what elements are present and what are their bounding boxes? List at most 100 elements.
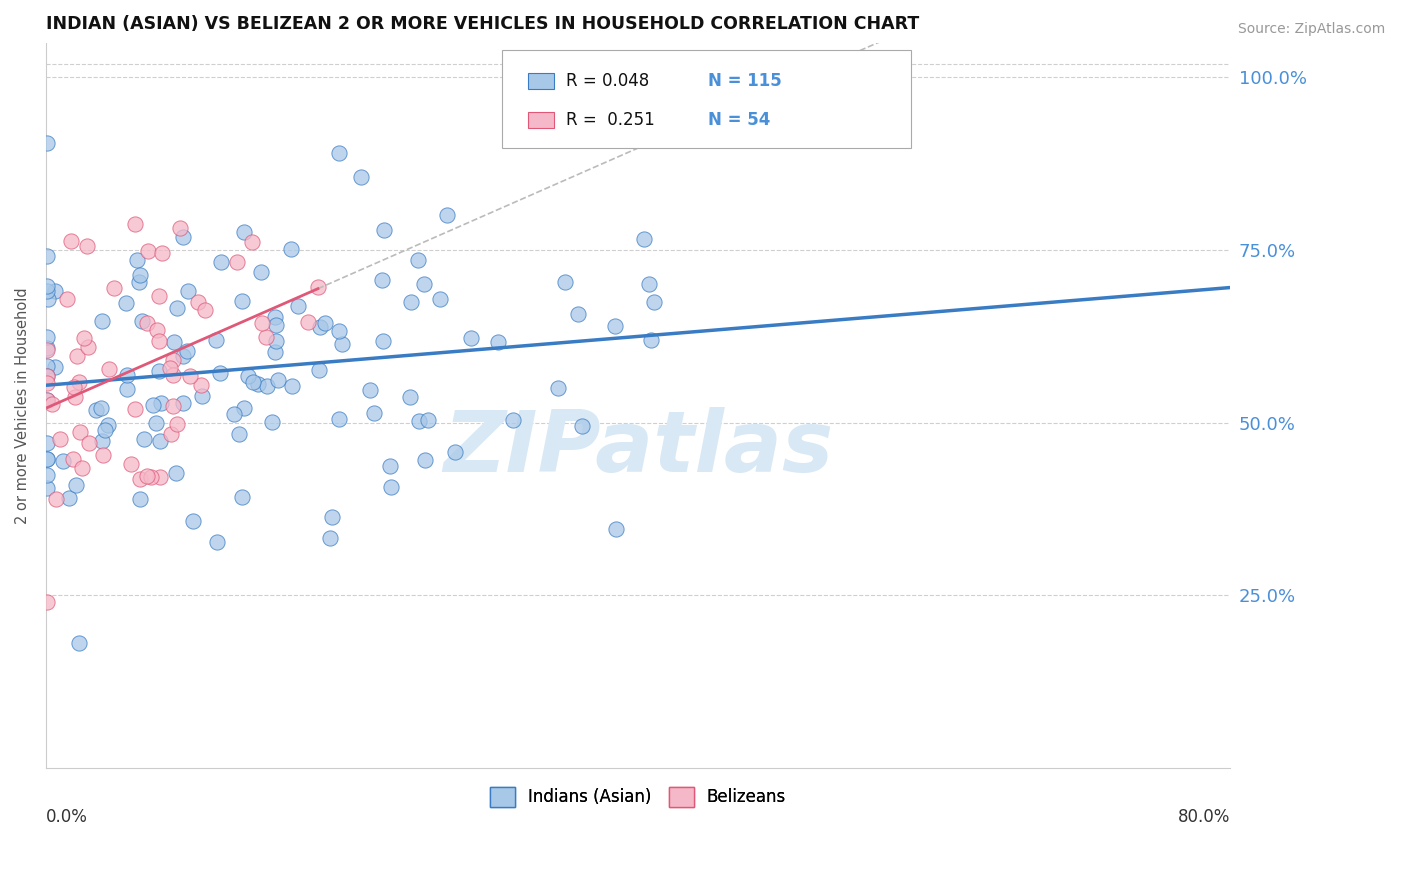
Point	[37, 343, 59, 358]
Point	[418, 413, 440, 427]
Point	[129, 472, 152, 486]
Point	[359, 383, 381, 397]
Text: Source: ZipAtlas.com: Source: ZipAtlas.com	[1237, 22, 1385, 37]
Point	[399, 294, 422, 309]
Point	[398, 391, 420, 405]
Point	[371, 334, 394, 348]
Point	[231, 490, 253, 504]
Point	[37, 369, 59, 384]
Point	[160, 426, 183, 441]
Point	[67, 636, 90, 650]
Point	[51, 454, 73, 468]
Point	[41, 397, 63, 411]
Point	[63, 391, 86, 405]
Point	[603, 319, 626, 334]
Point	[571, 418, 593, 433]
Point	[166, 301, 188, 315]
Point	[262, 416, 284, 430]
Point	[287, 299, 309, 313]
Point	[90, 434, 112, 449]
Point	[228, 426, 250, 441]
Point	[233, 225, 256, 239]
Point	[605, 522, 627, 536]
Point	[117, 382, 139, 396]
Point	[247, 377, 270, 392]
Point	[37, 293, 59, 307]
Point	[115, 368, 138, 383]
Point	[280, 243, 302, 257]
Point	[148, 289, 170, 303]
Point	[56, 293, 79, 307]
Point	[264, 318, 287, 332]
Point	[328, 145, 350, 160]
Point	[146, 323, 169, 337]
Point	[44, 360, 66, 375]
Point	[149, 470, 172, 484]
Point	[37, 451, 59, 466]
Point	[91, 448, 114, 462]
Point	[59, 235, 82, 249]
Point	[98, 362, 121, 376]
Point	[134, 432, 156, 446]
Point	[264, 334, 287, 349]
Point	[209, 255, 232, 269]
Point	[231, 294, 253, 309]
Point	[76, 340, 98, 354]
Point	[162, 368, 184, 382]
Point	[37, 341, 59, 355]
Point	[166, 417, 188, 431]
Point	[37, 392, 59, 407]
Point	[205, 334, 228, 348]
Point	[254, 330, 277, 344]
Point	[486, 334, 509, 349]
Point	[179, 369, 201, 384]
Point	[176, 344, 198, 359]
Point	[94, 423, 117, 437]
Point	[406, 252, 429, 267]
Point	[236, 369, 259, 384]
Text: R = 0.048: R = 0.048	[565, 71, 650, 90]
Point	[191, 389, 214, 403]
Point	[208, 366, 231, 380]
Point	[131, 314, 153, 328]
Point	[37, 359, 59, 373]
Point	[148, 363, 170, 377]
Point	[125, 253, 148, 268]
Point	[413, 453, 436, 467]
Point	[460, 331, 482, 345]
Point	[62, 452, 84, 467]
Point	[91, 314, 114, 328]
Point	[226, 255, 249, 269]
Point	[37, 376, 59, 391]
Text: 80.0%: 80.0%	[1178, 807, 1230, 826]
Point	[633, 232, 655, 246]
Text: ZIPatlas: ZIPatlas	[443, 408, 834, 491]
Point	[190, 378, 212, 392]
Point	[76, 239, 98, 253]
Point	[120, 457, 142, 471]
Point	[264, 345, 287, 359]
Point	[37, 285, 59, 299]
Point	[37, 451, 59, 466]
Point	[66, 349, 89, 363]
Point	[308, 363, 330, 377]
Point	[37, 435, 59, 450]
Point	[638, 277, 661, 291]
Point	[162, 352, 184, 367]
Point	[124, 401, 146, 416]
Point	[169, 221, 191, 235]
Point	[44, 284, 66, 298]
Point	[97, 417, 120, 432]
Point	[264, 310, 287, 325]
Point	[554, 275, 576, 289]
Point	[149, 434, 172, 448]
Point	[640, 334, 662, 348]
Point	[319, 531, 342, 545]
Point	[148, 334, 170, 348]
Point	[643, 294, 665, 309]
Point	[242, 375, 264, 389]
FancyBboxPatch shape	[529, 112, 554, 128]
Text: N = 54: N = 54	[709, 111, 770, 129]
Point	[297, 314, 319, 328]
Point	[90, 401, 112, 415]
